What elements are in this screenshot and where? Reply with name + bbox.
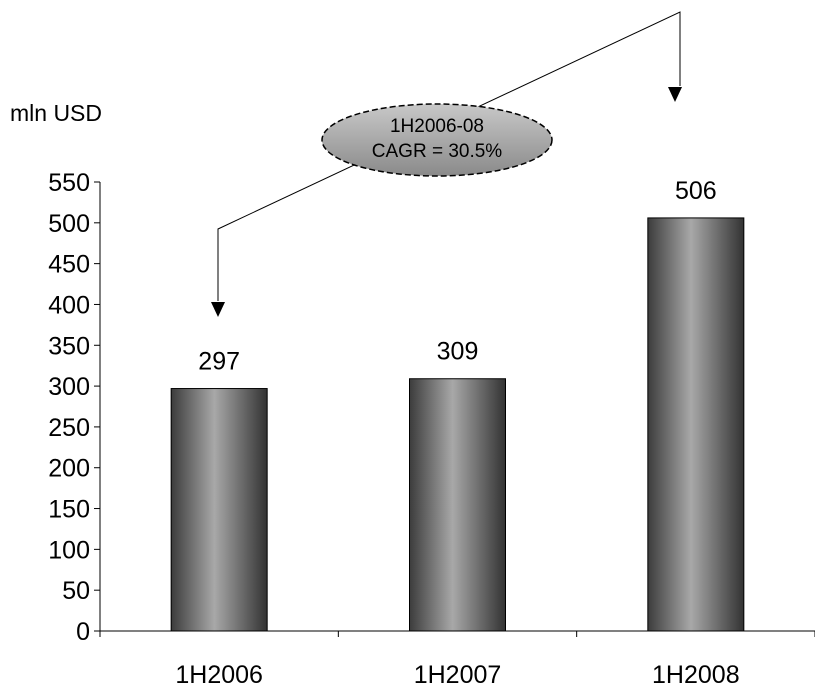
unit-label: mln USD: [10, 100, 102, 126]
bar: [647, 217, 745, 632]
y-tick-label: 250: [48, 414, 90, 442]
category-label: 1H2007: [414, 661, 502, 689]
y-tick-label: 0: [76, 618, 90, 646]
bar-value-label: 297: [198, 348, 240, 376]
y-tick-label: 450: [48, 251, 90, 279]
y-tick-label: 500: [48, 210, 90, 238]
bar: [409, 378, 506, 632]
y-tick-label: 200: [48, 455, 90, 483]
cagr-label-line2: CAGR = 30.5%: [372, 141, 503, 162]
y-tick-label: 550: [48, 169, 90, 197]
y-tick-label: 400: [48, 291, 90, 319]
arrow-down-icon: [211, 302, 225, 317]
y-tick-label: 150: [48, 496, 90, 524]
arrow-down-icon: [668, 87, 682, 102]
bars: 297 309 506: [170, 177, 745, 632]
bar: [170, 388, 268, 632]
y-tick-label: 50: [62, 577, 90, 605]
y-tick-label: 300: [48, 373, 90, 401]
y-tick-label: 350: [48, 332, 90, 360]
x-axis: 1H2006 1H2007 1H2008: [99, 630, 815, 689]
category-label: 1H2006: [175, 661, 263, 689]
y-axis: 0 50 100 150 200 250 300 350 400 450 500 550: [48, 169, 101, 646]
bar-value-label: 506: [675, 177, 717, 205]
category-label: 1H2008: [652, 661, 740, 689]
cagr-label-line1: 1H2006-08: [390, 116, 484, 137]
cagr-annotation: 1H2006-08 CAGR = 30.5%: [211, 11, 682, 317]
bar-value-label: 309: [437, 338, 479, 366]
y-tick-label: 100: [48, 536, 90, 564]
cagr-ellipse: [321, 103, 553, 177]
